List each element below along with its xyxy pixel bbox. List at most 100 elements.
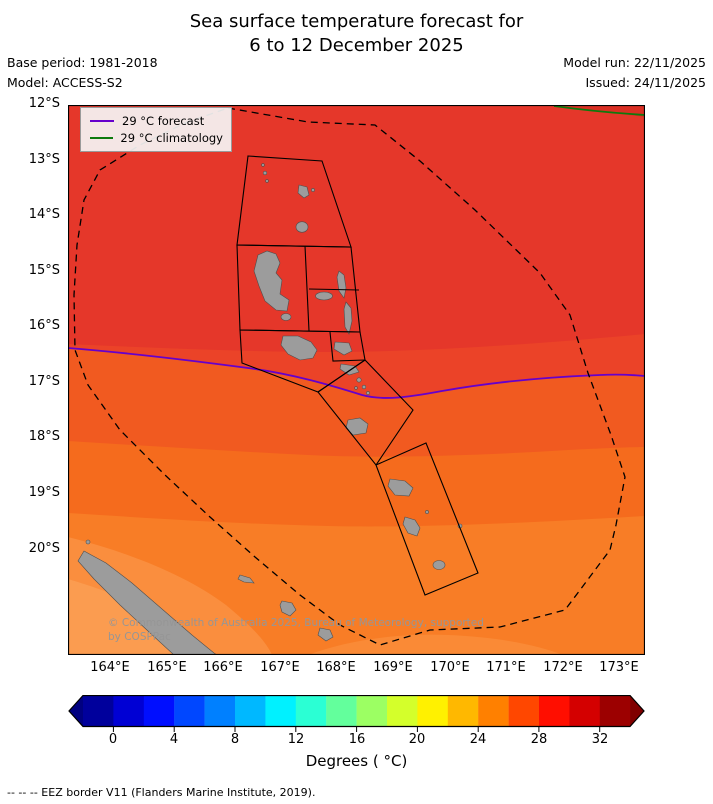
- colorbar-segment: [204, 695, 236, 727]
- legend-label-forecast: 29 °C forecast: [122, 114, 205, 129]
- title-line-1: Sea surface temperature forecast for: [189, 11, 524, 32]
- lat-tick-15s: 15°S: [28, 263, 60, 278]
- cbar-tick-8: 8: [230, 732, 240, 747]
- colorbar-segment: [447, 695, 479, 727]
- island-belep: [85, 539, 91, 545]
- colorbar-segment: [113, 695, 144, 727]
- cbar-tick-24: 24: [469, 732, 487, 747]
- legend-row-forecast: 29 °C forecast: [89, 114, 223, 128]
- island-shepherd-3: [366, 391, 370, 395]
- eez-border-note: -- -- -- EEZ border V11 (Flanders Marine…: [7, 786, 316, 799]
- island-torres-2: [262, 170, 268, 176]
- lon-tick-164e: 164°E: [90, 660, 130, 675]
- island-espiritu-santo: [253, 250, 290, 312]
- island-ambrym: [333, 341, 353, 356]
- lon-tick-170e: 170°E: [430, 660, 470, 675]
- island-torres-3: [265, 179, 269, 183]
- climatology-line-swatch: [90, 136, 114, 139]
- island-maewo: [336, 270, 347, 299]
- copyright-line-2: by COSPPac: [108, 631, 171, 643]
- colorbar-canvas: [68, 694, 645, 732]
- colorbar-segment: [295, 695, 327, 727]
- lon-tick-166e: 166°E: [203, 660, 243, 675]
- island-shepherd-4: [354, 386, 358, 390]
- island-shepherd-1: [356, 377, 362, 383]
- island-lifou: [279, 600, 297, 617]
- copyright-line-1: © Commonwealth of Australia 2025, Bureau…: [108, 617, 484, 629]
- lon-tick-169e: 169°E: [373, 660, 413, 675]
- island-tanna: [402, 516, 421, 537]
- model-text: Model: ACCESS-S2: [7, 75, 123, 90]
- colorbar-segment: [235, 695, 266, 727]
- colorbar-segment: [417, 695, 448, 727]
- lat-tick-14s: 14°S: [28, 207, 60, 222]
- cbar-tick-28: 28: [530, 732, 548, 747]
- colorbar-ticks: [112, 727, 601, 732]
- climatology-29c-contour: [553, 105, 646, 116]
- forecast-29c-contour: [67, 347, 646, 399]
- lat-tick-16s: 16°S: [28, 318, 60, 333]
- colorbar-right-arrow: [630, 695, 644, 727]
- colorbar-segment: [599, 695, 631, 727]
- colorbar-segment: [356, 695, 388, 727]
- colorbar-left-arrow: [69, 695, 83, 727]
- colorbar-segment: [387, 695, 418, 727]
- island-pentecost: [343, 301, 353, 335]
- zone-divider-central-horizontal: [308, 288, 360, 291]
- colorbar: [68, 694, 645, 735]
- colorbar-segment: [83, 695, 114, 727]
- cbar-tick-4: 4: [169, 732, 179, 747]
- lon-tick-167e: 167°E: [260, 660, 300, 675]
- cbar-tick-12: 12: [287, 732, 305, 747]
- island-aneityum: [432, 560, 446, 570]
- cbar-tick-32: 32: [591, 732, 609, 747]
- lat-tick-20s: 20°S: [28, 541, 60, 556]
- island-erromango: [387, 478, 414, 497]
- lat-tick-18s: 18°S: [28, 429, 60, 444]
- page-title: Sea surface temperature forecast for 6 t…: [0, 10, 713, 58]
- zone-divider-ambrym: [329, 331, 366, 362]
- sst-band-south-arc: [308, 634, 563, 655]
- base-period-text: Base period: 1981-2018: [7, 55, 158, 70]
- islands-layer: [77, 163, 463, 656]
- colorbar-segment: [478, 695, 509, 727]
- colorbar-axis-label: Degrees ( °C): [305, 752, 408, 770]
- lon-tick-172e: 172°E: [543, 660, 583, 675]
- zone-outline-tafea: [375, 442, 479, 596]
- cbar-tick-0: 0: [108, 732, 118, 747]
- island-ambae: [315, 291, 333, 301]
- cbar-tick-16: 16: [348, 732, 366, 747]
- colorbar-segment: [265, 695, 296, 727]
- island-aniwa: [425, 510, 429, 514]
- title-line-2: 6 to 12 December 2025: [249, 35, 464, 56]
- lon-tick-165e: 165°E: [147, 660, 187, 675]
- issued-text: Issued: 24/11/2025: [585, 75, 707, 90]
- colorbar-segment: [508, 695, 540, 727]
- lon-tick-168e: 168°E: [316, 660, 356, 675]
- map-frame: [67, 104, 646, 656]
- island-ouvea: [237, 574, 255, 584]
- colorbar-segment: [174, 695, 205, 727]
- colorbar-segment: [539, 695, 570, 727]
- lon-tick-171e: 171°E: [486, 660, 526, 675]
- island-mota-lava: [311, 188, 315, 192]
- island-malakula: [280, 335, 318, 361]
- forecast-line-swatch: [90, 120, 114, 123]
- lat-tick-17s: 17°S: [28, 374, 60, 389]
- island-shepherd-2: [361, 384, 367, 390]
- model-run-text: Model run: 22/11/2025: [563, 55, 706, 70]
- zone-divider-central-vertical: [304, 245, 310, 332]
- legend-row-climatology: 29 °C climatology: [89, 131, 223, 145]
- eez-border: [73, 107, 626, 646]
- colorbar-segment: [326, 695, 357, 727]
- cbar-tick-20: 20: [408, 732, 426, 747]
- island-vanua-lava: [297, 184, 310, 199]
- colorbar-segment: [143, 695, 175, 727]
- forecast-zones-layer: [236, 155, 479, 596]
- legend-label-climatology: 29 °C climatology: [120, 130, 223, 145]
- island-torres-1: [261, 163, 265, 167]
- colorbar-outline: [68, 694, 645, 728]
- colorbar-segments: [83, 695, 631, 727]
- contour-legend: 29 °C forecast 29 °C climatology: [80, 107, 232, 152]
